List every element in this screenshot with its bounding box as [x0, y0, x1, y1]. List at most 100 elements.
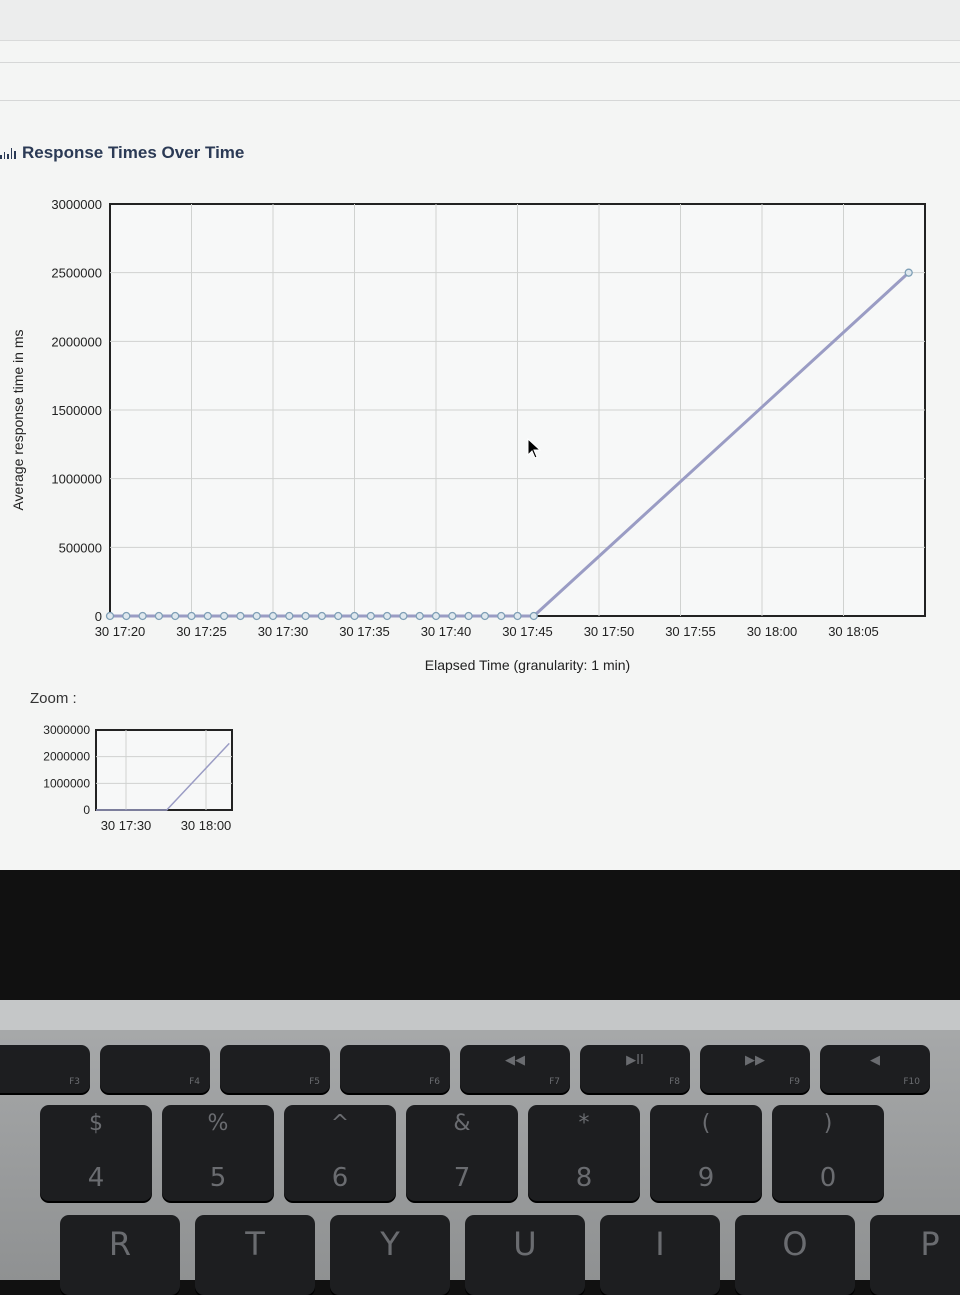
data-point — [480, 611, 490, 621]
y-tick-label: 2000000 — [51, 334, 102, 349]
key-shift-label: $ — [89, 1111, 103, 1136]
number-key[interactable]: ) 0 — [772, 1105, 884, 1201]
function-key-label: F7 — [549, 1077, 560, 1087]
data-point — [122, 611, 131, 621]
x-tick-label: 30 18:00 — [747, 624, 798, 639]
letter-key[interactable]: U — [465, 1215, 585, 1295]
previous-panel — [0, 0, 960, 41]
key-shift-label: * — [578, 1111, 590, 1136]
function-key[interactable]: F6 — [340, 1045, 450, 1093]
function-key-label: F6 — [429, 1077, 440, 1087]
x-tick-label: 30 17:20 — [95, 624, 146, 639]
number-key[interactable]: ^ 6 — [284, 1105, 396, 1201]
y-tick-label: 2500000 — [51, 266, 102, 281]
function-key[interactable]: ▶▶ F9 — [700, 1045, 810, 1093]
browser-screen: Response Times Over Time 3000000 2500000 2… — [0, 0, 960, 870]
series-line — [110, 271, 910, 618]
key-digit-label: 0 — [819, 1163, 837, 1193]
number-key[interactable]: % 5 — [162, 1105, 274, 1201]
key-shift-label: ) — [823, 1111, 833, 1136]
letter-key[interactable]: P — [870, 1215, 960, 1295]
data-point — [301, 611, 310, 621]
letter-key[interactable]: R — [60, 1215, 180, 1295]
key-letter-label: Y — [380, 1225, 400, 1263]
panel-title: Response Times Over Time — [22, 143, 245, 162]
y-tick-label: 0 — [95, 609, 102, 624]
y-tick-label: 1000000 — [51, 472, 102, 487]
function-key[interactable]: F5 — [220, 1045, 330, 1093]
function-key[interactable]: ◀ F10 — [820, 1045, 930, 1093]
mouse-cursor-icon — [527, 438, 542, 459]
zoom-y-tick-label: 0 — [83, 803, 90, 817]
data-point — [448, 611, 457, 621]
x-tick-label: 30 17:25 — [176, 624, 227, 639]
data-point — [317, 611, 327, 621]
data-point — [350, 611, 359, 621]
data-point — [382, 611, 392, 621]
function-key[interactable]: F4 — [100, 1045, 210, 1093]
data-point — [138, 611, 147, 621]
data-point — [236, 611, 245, 621]
data-point — [268, 611, 278, 621]
y-tick-label: 1500000 — [51, 403, 102, 418]
x-tick-label: 30 18:05 — [828, 624, 879, 639]
key-letter-label: I — [655, 1225, 665, 1263]
data-point — [366, 611, 375, 621]
divider — [0, 62, 960, 63]
data-point — [529, 611, 538, 621]
function-key-label: F9 — [789, 1077, 800, 1087]
x-tick-label: 30 17:40 — [421, 624, 472, 639]
number-key[interactable]: & 7 — [406, 1105, 518, 1201]
response-times-chart[interactable]: 3000000 2500000 2000000 1500000 1000000 50000… — [0, 180, 960, 680]
function-key-label: F8 — [669, 1077, 680, 1087]
key-shift-label: & — [453, 1111, 471, 1136]
zoom-series-line — [96, 742, 230, 811]
letter-key[interactable]: I — [600, 1215, 720, 1295]
zoom-x-tick-label: 30 17:30 — [101, 818, 152, 833]
data-point — [154, 611, 164, 621]
x-tick-label: 30 17:45 — [502, 624, 553, 639]
data-point — [513, 611, 522, 621]
key-shift-label: ^ — [330, 1111, 350, 1136]
function-key-label: F10 — [903, 1077, 920, 1087]
key-letter-label: O — [782, 1225, 808, 1263]
zoom-y-tick-label: 1000000 — [43, 776, 90, 790]
number-key[interactable]: (9 — [650, 1105, 762, 1201]
x-axis-title: Elapsed Time (granularity: 1 min) — [425, 657, 630, 673]
rewind-icon: ◀◀ — [505, 1053, 525, 1068]
function-key[interactable]: ◀◀ F7 — [460, 1045, 570, 1093]
function-key[interactable]: F3 — [0, 1045, 90, 1093]
letter-key[interactable]: Y — [330, 1215, 450, 1295]
bar-chart-icon — [0, 147, 16, 159]
key-shift-label: ( — [701, 1111, 711, 1136]
data-point — [105, 611, 115, 621]
data-point — [399, 611, 408, 621]
mute-icon: ◀ — [870, 1053, 880, 1068]
zoom-plot-area — [95, 729, 233, 811]
letter-key[interactable]: O — [735, 1215, 855, 1295]
data-point — [431, 611, 441, 621]
y-tick-label: 500000 — [59, 540, 102, 555]
y-tick-label: 3000000 — [51, 197, 102, 212]
number-key[interactable]: * 8 — [528, 1105, 640, 1201]
data-point — [203, 611, 212, 621]
function-key-label: F5 — [309, 1077, 320, 1087]
zoom-overview-chart[interactable]: 3000000 2000000 1000000 0 30 17:30 30 18:00 — [0, 690, 260, 850]
data-point — [171, 611, 180, 621]
number-key[interactable]: $4 — [40, 1105, 152, 1201]
function-key[interactable]: ▶II F8 — [580, 1045, 690, 1093]
data-point — [285, 611, 294, 621]
fast-forward-icon: ▶▶ — [745, 1053, 765, 1068]
letter-key[interactable]: T — [195, 1215, 315, 1295]
laptop-keyboard: F3 F4 F5 F6 ◀◀ F7 ▶II F8 ▶▶ F9 ◀ F10 $4% 5 ^ 6 & 7 * 8(9) 0 R… — [0, 1000, 960, 1295]
key-digit-label: 8 — [575, 1163, 593, 1193]
zoom-label: Zoom : — [30, 690, 77, 707]
x-tick-label: 30 17:30 — [258, 624, 309, 639]
key-letter-label: R — [108, 1225, 132, 1263]
panel-header[interactable]: Response Times Over Time — [0, 140, 244, 166]
key-letter-label: P — [920, 1225, 940, 1263]
x-tick-label: 30 17:35 — [339, 624, 390, 639]
data-point — [464, 611, 473, 621]
function-key-label: F4 — [189, 1077, 200, 1087]
key-shift-label: % — [207, 1111, 229, 1136]
